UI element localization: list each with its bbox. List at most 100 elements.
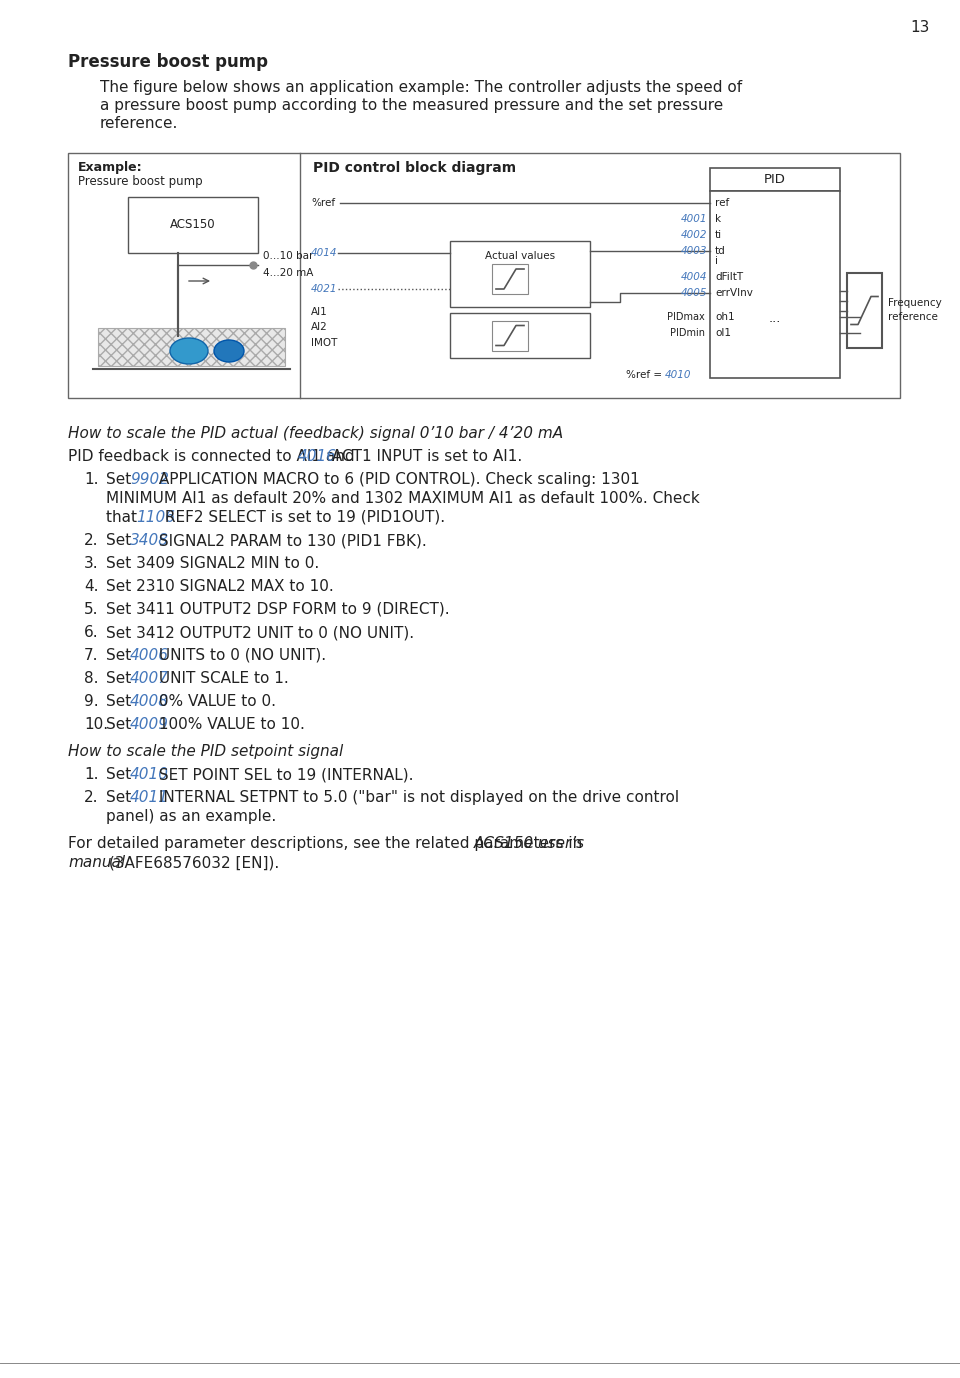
Text: ACS150 user’s: ACS150 user’s xyxy=(473,836,585,852)
Bar xyxy=(98,328,285,367)
Text: AI2: AI2 xyxy=(311,322,327,332)
Text: For detailed parameter descriptions, see the related parameters in: For detailed parameter descriptions, see… xyxy=(68,836,588,852)
Text: AI1: AI1 xyxy=(311,307,327,317)
Text: dFiltT: dFiltT xyxy=(715,271,743,282)
Text: errVInv: errVInv xyxy=(715,288,753,298)
Text: ti: ti xyxy=(715,230,722,240)
Bar xyxy=(492,321,528,350)
Text: How to scale the PID setpoint signal: How to scale the PID setpoint signal xyxy=(68,744,344,759)
Text: Example:: Example: xyxy=(78,161,143,174)
Text: Set: Set xyxy=(106,768,136,781)
Text: 8.: 8. xyxy=(84,671,99,686)
Text: Set: Set xyxy=(106,473,136,486)
Text: 1106: 1106 xyxy=(136,510,176,525)
Bar xyxy=(128,197,258,254)
Text: 9.: 9. xyxy=(84,695,99,710)
Text: 1.: 1. xyxy=(84,473,99,486)
Text: 7.: 7. xyxy=(84,648,99,663)
Text: 3408: 3408 xyxy=(131,533,169,548)
Text: Set 3412 OUTPUT2 UNIT to 0 (NO UNIT).: Set 3412 OUTPUT2 UNIT to 0 (NO UNIT). xyxy=(106,626,414,639)
Text: 4008: 4008 xyxy=(131,695,169,710)
Text: 3.: 3. xyxy=(84,555,99,570)
Text: 4010: 4010 xyxy=(131,768,169,781)
Text: 9902: 9902 xyxy=(131,473,169,486)
Text: 4005: 4005 xyxy=(681,288,707,298)
Ellipse shape xyxy=(214,340,244,362)
Text: Set: Set xyxy=(106,790,136,805)
Text: that: that xyxy=(106,510,142,525)
Text: MINIMUM AI1 as default 20% and 1302 MAXIMUM AI1 as default 100%. Check: MINIMUM AI1 as default 20% and 1302 MAXI… xyxy=(106,491,700,506)
Text: Pressure boost pump: Pressure boost pump xyxy=(68,52,268,72)
Text: k: k xyxy=(715,214,721,225)
Text: Pressure boost pump: Pressure boost pump xyxy=(78,175,203,187)
Text: PID control block diagram: PID control block diagram xyxy=(313,161,516,175)
Text: Set: Set xyxy=(106,671,136,686)
Text: 2.: 2. xyxy=(84,533,99,548)
Text: 2.: 2. xyxy=(84,790,99,805)
Text: 5.: 5. xyxy=(84,602,99,617)
Text: UNIT SCALE to 1.: UNIT SCALE to 1. xyxy=(155,671,289,686)
Text: Set 2310 SIGNAL2 MAX to 10.: Set 2310 SIGNAL2 MAX to 10. xyxy=(106,579,334,594)
Text: panel) as an example.: panel) as an example. xyxy=(106,809,276,824)
Text: Set: Set xyxy=(106,717,136,732)
Text: How to scale the PID actual (feedback) signal 0’10 bar / 4’20 mA: How to scale the PID actual (feedback) s… xyxy=(68,426,564,441)
Text: Set: Set xyxy=(106,533,136,548)
Text: 10.: 10. xyxy=(84,717,108,732)
Text: PID: PID xyxy=(764,174,786,186)
Text: 4009: 4009 xyxy=(131,717,169,732)
Bar xyxy=(450,241,590,307)
Bar xyxy=(492,265,528,294)
Text: Set: Set xyxy=(106,695,136,710)
Text: ref: ref xyxy=(715,198,730,208)
Text: 4021: 4021 xyxy=(311,284,338,294)
Text: Actual values: Actual values xyxy=(485,251,555,260)
Text: 4014: 4014 xyxy=(311,248,338,258)
Text: ...: ... xyxy=(769,311,781,324)
Bar xyxy=(847,273,882,349)
Text: 4010: 4010 xyxy=(665,371,691,380)
Text: oh1: oh1 xyxy=(715,311,734,322)
Bar xyxy=(710,168,840,192)
Text: reference: reference xyxy=(888,313,938,322)
Text: 13: 13 xyxy=(911,21,930,34)
Text: 4007: 4007 xyxy=(131,671,169,686)
Text: 4002: 4002 xyxy=(681,230,707,240)
Text: 0...10 bar: 0...10 bar xyxy=(263,251,313,260)
Bar xyxy=(450,313,590,358)
Text: The figure below shows an application example: The controller adjusts the speed : The figure below shows an application ex… xyxy=(100,80,742,95)
Text: 0% VALUE to 0.: 0% VALUE to 0. xyxy=(155,695,276,710)
Bar xyxy=(68,153,900,398)
Text: (3AFE68576032 [EN]).: (3AFE68576032 [EN]). xyxy=(105,854,279,870)
Text: 4004: 4004 xyxy=(681,271,707,282)
Text: SET POINT SEL to 19 (INTERNAL).: SET POINT SEL to 19 (INTERNAL). xyxy=(155,768,414,781)
Text: INTERNAL SETPNT to 5.0 ("bar" is not displayed on the drive control: INTERNAL SETPNT to 5.0 ("bar" is not dis… xyxy=(155,790,680,805)
Text: PID feedback is connected to AI1 and: PID feedback is connected to AI1 and xyxy=(68,449,359,464)
Text: 6.: 6. xyxy=(84,626,99,639)
Text: %ref: %ref xyxy=(311,198,335,208)
Text: 4011: 4011 xyxy=(131,790,169,805)
Text: 4006: 4006 xyxy=(131,648,169,663)
Text: reference.: reference. xyxy=(100,116,179,131)
Text: %ref =: %ref = xyxy=(626,371,665,380)
Text: REF2 SELECT is set to 19 (PID1OUT).: REF2 SELECT is set to 19 (PID1OUT). xyxy=(160,510,445,525)
Text: Frequency: Frequency xyxy=(888,298,942,307)
Text: 4016: 4016 xyxy=(298,449,337,464)
Text: 4.: 4. xyxy=(84,579,99,594)
Text: 4003: 4003 xyxy=(681,247,707,256)
Text: ol1: ol1 xyxy=(715,328,731,338)
Text: td: td xyxy=(715,247,726,256)
Text: Set 3409 SIGNAL2 MIN to 0.: Set 3409 SIGNAL2 MIN to 0. xyxy=(106,555,320,570)
Bar xyxy=(710,192,840,378)
Text: SIGNAL2 PARAM to 130 (PID1 FBK).: SIGNAL2 PARAM to 130 (PID1 FBK). xyxy=(155,533,427,548)
Text: 4...20 mA: 4...20 mA xyxy=(263,267,313,278)
Text: ACS150: ACS150 xyxy=(170,219,216,232)
Ellipse shape xyxy=(170,338,208,364)
Text: ACT1 INPUT is set to AI1.: ACT1 INPUT is set to AI1. xyxy=(327,449,522,464)
Text: 4001: 4001 xyxy=(681,214,707,225)
Text: manual: manual xyxy=(68,854,125,870)
Text: Set 3411 OUTPUT2 DSP FORM to 9 (DIRECT).: Set 3411 OUTPUT2 DSP FORM to 9 (DIRECT). xyxy=(106,602,449,617)
Text: 100% VALUE to 10.: 100% VALUE to 10. xyxy=(155,717,305,732)
Text: APPLICATION MACRO to 6 (PID CONTROL). Check scaling: 1301: APPLICATION MACRO to 6 (PID CONTROL). Ch… xyxy=(155,473,640,486)
Text: i: i xyxy=(715,256,718,266)
Text: PIDmax: PIDmax xyxy=(667,311,705,322)
